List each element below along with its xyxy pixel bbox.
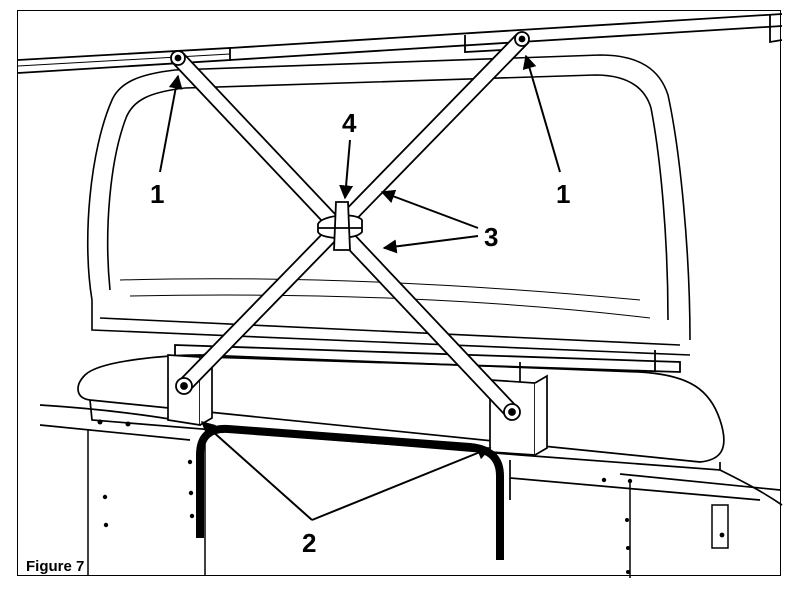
figure-caption: Figure 7: [24, 558, 87, 575]
roof-rail: [17, 13, 783, 74]
callout-1-left: 1: [150, 179, 164, 209]
bed-channel: [196, 424, 504, 560]
truck-bed: [39, 354, 783, 506]
figure-border: [17, 10, 781, 576]
rear-window: [86, 54, 691, 356]
callout-3: 3: [484, 222, 498, 252]
callout-1-right: 1: [556, 179, 570, 209]
center-clamp: [317, 201, 363, 251]
lower-panels: [87, 430, 729, 578]
rivet-holes: [97, 419, 725, 574]
callout-2: 2: [302, 528, 316, 558]
cross-tube: [174, 344, 681, 373]
callout-4: 4: [342, 108, 357, 138]
leader-arrows: [159, 54, 561, 521]
end-fittings: [170, 31, 530, 421]
